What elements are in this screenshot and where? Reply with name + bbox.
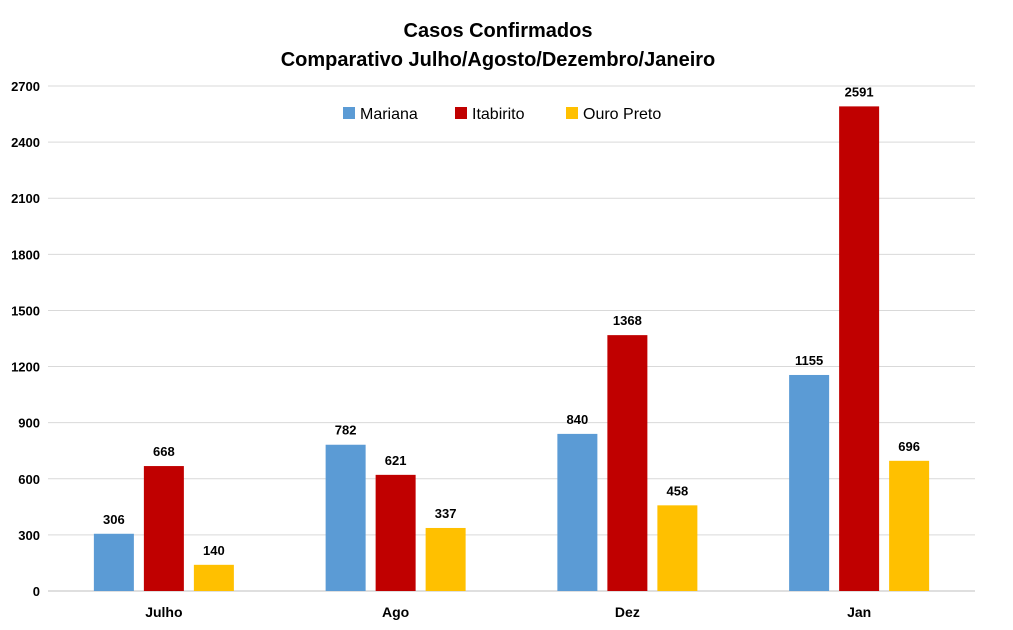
bar-itabirito <box>839 106 880 592</box>
legend-swatch <box>566 107 578 119</box>
y-tick-label: 1800 <box>11 247 40 262</box>
y-tick-label: 2100 <box>11 191 40 206</box>
x-category-label: Julho <box>145 604 182 620</box>
data-label: 782 <box>335 423 357 438</box>
x-category-label: Dez <box>615 604 640 620</box>
data-label: 1368 <box>613 313 642 328</box>
bar-mariana <box>325 444 366 591</box>
y-tick-label: 300 <box>18 528 40 543</box>
data-label: 621 <box>385 453 407 468</box>
bar-mariana <box>93 533 134 591</box>
bar-mariana <box>789 374 830 591</box>
y-tick-label: 2700 <box>11 79 40 94</box>
y-tick-label: 1500 <box>11 303 40 318</box>
legend-swatch <box>343 107 355 119</box>
x-category-label: Ago <box>382 604 409 620</box>
chart-title-line-2: Comparativo Julho/Agosto/Dezembro/Janeir… <box>281 49 716 71</box>
legend: Mariana Itabirito Ouro Preto <box>343 106 661 123</box>
gridlines <box>48 85 975 592</box>
bar-itabirito <box>375 474 416 591</box>
bar-ouro-preto <box>657 505 698 591</box>
data-labels: 306 668 140 782 621 337 840 1368 458 1155 2591 696 <box>103 84 920 557</box>
y-tick-label: 600 <box>18 472 40 487</box>
data-label: 458 <box>667 483 689 498</box>
legend-label: Itabirito <box>472 106 525 123</box>
bar-ouro-preto <box>889 460 930 591</box>
data-label: 840 <box>567 412 589 427</box>
bars <box>93 106 930 592</box>
data-label: 1155 <box>795 353 823 368</box>
y-tick-label: 2400 <box>11 135 40 150</box>
legend-swatch <box>455 107 467 119</box>
bar-itabirito <box>607 335 648 591</box>
bar-ouro-preto <box>425 527 466 591</box>
bar-mariana <box>557 433 598 591</box>
y-axis-tick-labels: 0 300 600 900 1200 1500 1800 2100 2400 2700 <box>11 79 40 599</box>
legend-label: Mariana <box>360 106 418 123</box>
bar-ouro-preto <box>193 564 234 591</box>
data-label: 696 <box>898 439 920 454</box>
x-axis-category-labels: Julho Ago Dez Jan <box>145 604 871 620</box>
x-category-label: Jan <box>847 604 871 620</box>
y-tick-label: 1200 <box>11 360 40 375</box>
y-tick-label: 900 <box>18 416 40 431</box>
y-tick-label: 0 <box>33 584 40 599</box>
data-label: 140 <box>203 543 225 558</box>
bar-itabirito <box>143 466 184 591</box>
data-label: 306 <box>103 512 125 527</box>
legend-label: Ouro Preto <box>583 106 661 123</box>
chart-title-line-1: Casos Confirmados <box>404 20 593 42</box>
data-label: 2591 <box>845 84 874 99</box>
data-label: 337 <box>435 506 457 521</box>
data-label: 668 <box>153 444 175 459</box>
